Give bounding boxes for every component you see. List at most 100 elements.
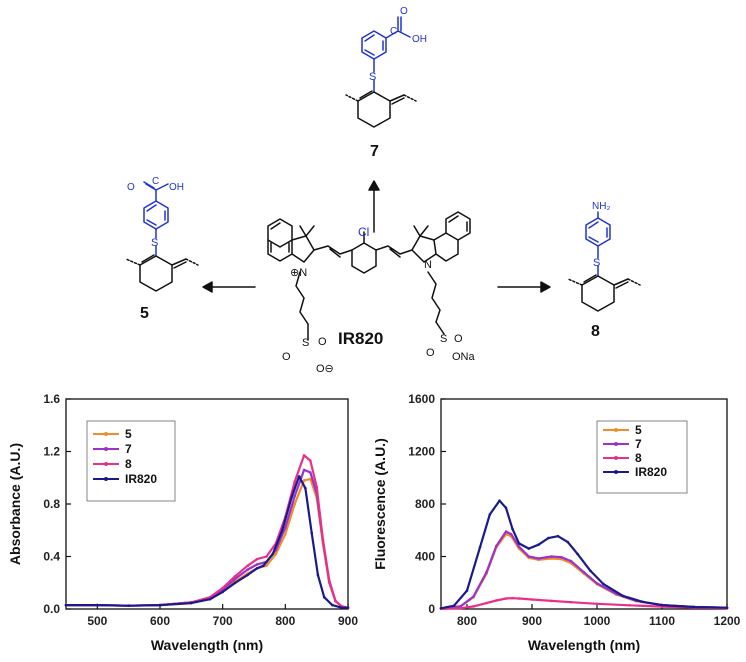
x-tick-label: 900 xyxy=(522,614,542,628)
series-point-IR820 xyxy=(566,540,570,544)
series-point-IR820 xyxy=(271,552,275,556)
series-point-7 xyxy=(485,571,488,574)
series-point-IR820 xyxy=(527,547,531,550)
series-line-IR820 xyxy=(440,499,728,610)
arrow-to-5 xyxy=(202,281,256,293)
series-point-IR820 xyxy=(310,531,314,535)
series-point-IR820 xyxy=(64,603,68,607)
series-point-8 xyxy=(246,564,249,567)
series-point-7 xyxy=(537,557,540,560)
ir820-left-oxygen-a: O xyxy=(282,351,291,363)
series-point-7 xyxy=(517,545,521,548)
absorbance-y-ticks: 0.0 0.4 0.8 1.2 1.6 xyxy=(43,392,71,616)
absorbance-x-axis-label: Wavelength (nm) xyxy=(151,637,263,653)
series-point-IR820 xyxy=(641,600,644,604)
legend-marker-IR820 xyxy=(614,470,618,474)
series-point-IR820 xyxy=(576,552,579,556)
legend-marker-5 xyxy=(614,428,618,432)
legend-label-5: 5 xyxy=(125,427,132,441)
legend-marker-8 xyxy=(104,462,108,466)
series-point-IR820 xyxy=(439,607,443,610)
compound-8-structure: NH₂ S 8 xyxy=(567,201,641,340)
compound-5-oxo: O xyxy=(127,182,135,193)
fluorescence-y-ticks: 0 400 800 1200 1600 xyxy=(408,392,446,616)
series-point-5 xyxy=(302,479,306,482)
ir820-right-oxygen-b: O xyxy=(426,347,435,359)
legend-label-IR820: IR820 xyxy=(125,472,157,486)
ir820-left-nitrogen: ⊕N xyxy=(290,267,307,279)
series-point-8 xyxy=(302,454,306,457)
series-point-7 xyxy=(527,555,531,558)
legend-label-5: 5 xyxy=(635,423,642,437)
series-point-IR820 xyxy=(297,475,301,478)
series-point-IR820 xyxy=(693,605,696,609)
series-point-IR820 xyxy=(725,606,729,609)
series-point-IR820 xyxy=(127,604,130,607)
series-point-5 xyxy=(274,552,278,556)
series-line-IR820 xyxy=(66,475,348,609)
y-tick-label: 1600 xyxy=(408,392,435,406)
series-point-IR820 xyxy=(547,536,550,540)
series-point-8 xyxy=(233,574,237,578)
ir820-chloro: Cl xyxy=(358,225,369,239)
series-point-IR820 xyxy=(221,590,224,594)
series-point-5 xyxy=(265,564,268,567)
series-point-IR820 xyxy=(511,527,514,531)
series-point-7 xyxy=(284,526,287,529)
compound-7-oxo: O xyxy=(400,6,408,17)
y-tick-label: 400 xyxy=(415,550,435,564)
legend-marker-IR820 xyxy=(104,477,108,481)
series-point-IR820 xyxy=(304,487,307,490)
series-point-8 xyxy=(495,599,498,602)
series-point-IR820 xyxy=(556,534,560,538)
compound-7-hydroxyl: OH xyxy=(412,34,427,45)
series-point-IR820 xyxy=(331,603,334,607)
series-point-IR820 xyxy=(498,499,501,503)
series-point-7 xyxy=(459,605,462,608)
reaction-scheme: O C OH S 7 xyxy=(125,6,641,375)
series-point-IR820 xyxy=(316,573,320,577)
series-point-8 xyxy=(293,480,297,484)
series-point-8 xyxy=(504,597,508,600)
compound-7-structure: O C OH S 7 xyxy=(345,6,427,160)
ir820-counterion: ONa xyxy=(452,351,476,363)
legend-marker-5 xyxy=(104,432,108,436)
series-point-IR820 xyxy=(478,546,482,549)
legend-label-7: 7 xyxy=(125,442,132,456)
compound-5-label: 5 xyxy=(140,305,149,322)
y-tick-label: 1200 xyxy=(408,445,435,459)
ir820-left-sulfur: S xyxy=(302,337,309,349)
series-point-5 xyxy=(284,532,287,536)
x-tick-label: 500 xyxy=(87,614,107,628)
series-point-IR820 xyxy=(602,582,605,586)
series-point-IR820 xyxy=(158,603,162,607)
x-tick-label: 900 xyxy=(338,614,358,628)
series-point-IR820 xyxy=(280,529,284,532)
x-tick-label: 600 xyxy=(150,614,170,628)
absorbance-series xyxy=(64,454,350,609)
x-tick-label: 1200 xyxy=(714,614,741,628)
fluorescence-y-axis-label: Fluorescence (A.U.) xyxy=(372,438,388,569)
series-point-IR820 xyxy=(537,543,540,546)
ir820-left-oxygen-b: O xyxy=(318,336,327,348)
compound-7-sulfur: S xyxy=(369,71,376,83)
series-point-IR820 xyxy=(96,603,99,607)
fluorescence-x-axis-label: Wavelength (nm) xyxy=(528,637,640,653)
series-point-IR820 xyxy=(233,581,237,585)
fluorescence-chart: 0 400 800 1200 1600 800 900 1000 1100 1200 Wavel… xyxy=(372,392,741,653)
series-point-8 xyxy=(315,485,319,489)
ir820-structure xyxy=(267,211,471,341)
series-point-8 xyxy=(485,601,488,605)
y-tick-label: 0 xyxy=(428,602,435,616)
series-point-IR820 xyxy=(346,606,350,609)
fluorescence-series xyxy=(439,499,729,610)
ir820-label: IR820 xyxy=(338,329,383,348)
legend-label-8: 8 xyxy=(125,457,132,471)
series-point-8 xyxy=(321,538,325,541)
series-point-7 xyxy=(255,563,259,566)
series-point-IR820 xyxy=(190,601,193,605)
series-point-IR820 xyxy=(322,595,326,599)
x-tick-label: 700 xyxy=(213,614,233,628)
